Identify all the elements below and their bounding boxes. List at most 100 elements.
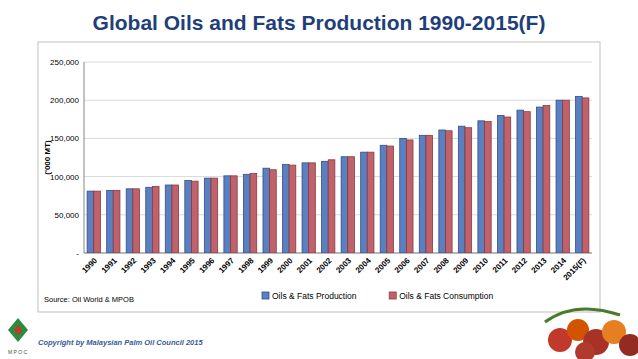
bar bbox=[419, 135, 426, 253]
bar bbox=[465, 128, 472, 253]
bar bbox=[556, 100, 563, 253]
grid-line bbox=[84, 214, 592, 215]
bar bbox=[328, 160, 335, 253]
bar bbox=[94, 191, 101, 253]
x-tick-label: 1998 bbox=[237, 256, 256, 275]
chart-frame bbox=[38, 42, 600, 312]
bar bbox=[367, 152, 374, 253]
bar bbox=[309, 163, 316, 253]
bar bbox=[517, 110, 524, 253]
title: Global Oils and Fats Production 1990-201… bbox=[93, 11, 546, 34]
bar bbox=[191, 181, 198, 253]
x-tick-label: 2009 bbox=[451, 256, 470, 275]
grid-line bbox=[84, 138, 592, 139]
bar bbox=[146, 187, 153, 253]
legend-swatch bbox=[389, 292, 396, 299]
y-tick-label: 50,000 bbox=[55, 211, 80, 220]
bar bbox=[406, 140, 413, 253]
x-tick-label: 2004 bbox=[354, 256, 373, 275]
x-tick-label: 1990 bbox=[80, 256, 99, 275]
x-tick-label: 1992 bbox=[119, 256, 138, 275]
x-tick-label: 1997 bbox=[217, 256, 236, 275]
bar bbox=[243, 174, 250, 253]
x-tick-label: 2012 bbox=[510, 256, 529, 275]
grid-line bbox=[84, 62, 592, 63]
bar bbox=[563, 100, 570, 253]
bar bbox=[458, 126, 465, 253]
x-tick-label: 2001 bbox=[295, 256, 314, 275]
bar bbox=[165, 185, 172, 253]
x-tick-label: 2000 bbox=[276, 256, 295, 275]
bar bbox=[361, 152, 368, 253]
bar bbox=[426, 135, 433, 253]
y-tick-label: - bbox=[76, 249, 79, 258]
copyright: Copyright by Malaysian Palm Oil Council … bbox=[38, 338, 203, 347]
x-tick-label: 2008 bbox=[432, 256, 451, 275]
x-tick-label: 1995 bbox=[178, 256, 197, 275]
logo-text: M P O C bbox=[8, 349, 27, 355]
logo-shape bbox=[8, 318, 28, 342]
x-tick-label: 1994 bbox=[158, 256, 177, 275]
bar bbox=[497, 115, 504, 253]
x-tick-label: 2005 bbox=[373, 256, 392, 275]
bar bbox=[504, 117, 511, 253]
bar bbox=[439, 130, 446, 253]
bar bbox=[224, 176, 231, 253]
bars bbox=[87, 96, 589, 253]
bar bbox=[126, 189, 133, 253]
bar bbox=[524, 112, 531, 253]
x-tick-label: 1991 bbox=[100, 256, 119, 275]
grid-line bbox=[84, 176, 592, 177]
bar bbox=[582, 98, 589, 253]
decoration bbox=[575, 342, 595, 359]
bar bbox=[543, 106, 550, 253]
x-tick-label: 1996 bbox=[197, 256, 216, 275]
decoration bbox=[545, 309, 620, 322]
bar bbox=[380, 145, 387, 253]
x-tick-label: 2011 bbox=[491, 256, 510, 275]
y-tick-label: 150,000 bbox=[50, 134, 79, 143]
bar bbox=[445, 131, 452, 253]
bar bbox=[270, 170, 277, 253]
source: Source: Oil World & MPOB bbox=[44, 295, 134, 304]
y-tick-label: 200,000 bbox=[50, 96, 79, 105]
grid-line bbox=[84, 253, 592, 254]
legend-label: Oils & Fats Production bbox=[272, 291, 357, 301]
bar bbox=[185, 180, 192, 253]
bar bbox=[289, 165, 296, 253]
bar bbox=[250, 174, 257, 253]
bar bbox=[204, 178, 211, 253]
bar bbox=[113, 190, 120, 253]
grid-line bbox=[84, 100, 592, 101]
x-tick-label: 1999 bbox=[256, 256, 275, 275]
bar bbox=[87, 191, 94, 253]
x-axis bbox=[84, 253, 592, 254]
bar bbox=[133, 189, 140, 253]
x-tick-label: 2002 bbox=[315, 256, 334, 275]
y-tick-label: 100,000 bbox=[50, 173, 79, 182]
bar bbox=[263, 168, 270, 253]
legend-swatch bbox=[262, 292, 269, 299]
bar bbox=[341, 157, 348, 253]
bar bbox=[485, 122, 492, 253]
decoration bbox=[619, 334, 638, 356]
bar bbox=[537, 107, 544, 253]
x-tick-label: 2013 bbox=[530, 256, 549, 275]
bar bbox=[387, 146, 394, 253]
bar bbox=[231, 176, 238, 253]
y-axis-label: ('000 MT) bbox=[43, 140, 52, 175]
bar bbox=[302, 163, 309, 253]
bar bbox=[478, 121, 485, 253]
x-tick-label: 2006 bbox=[393, 256, 412, 275]
bar bbox=[107, 190, 114, 253]
logo-shape bbox=[14, 325, 22, 335]
bar bbox=[172, 185, 179, 253]
bar bbox=[211, 178, 218, 253]
x-tick-label: 1993 bbox=[139, 256, 158, 275]
x-tick-label: 2010 bbox=[471, 256, 490, 275]
y-axis bbox=[84, 62, 85, 253]
bar bbox=[152, 187, 159, 253]
canvas: Global Oils and Fats Production 1990-201… bbox=[0, 0, 638, 359]
bar bbox=[322, 161, 329, 253]
x-tick-label: 2003 bbox=[334, 256, 353, 275]
